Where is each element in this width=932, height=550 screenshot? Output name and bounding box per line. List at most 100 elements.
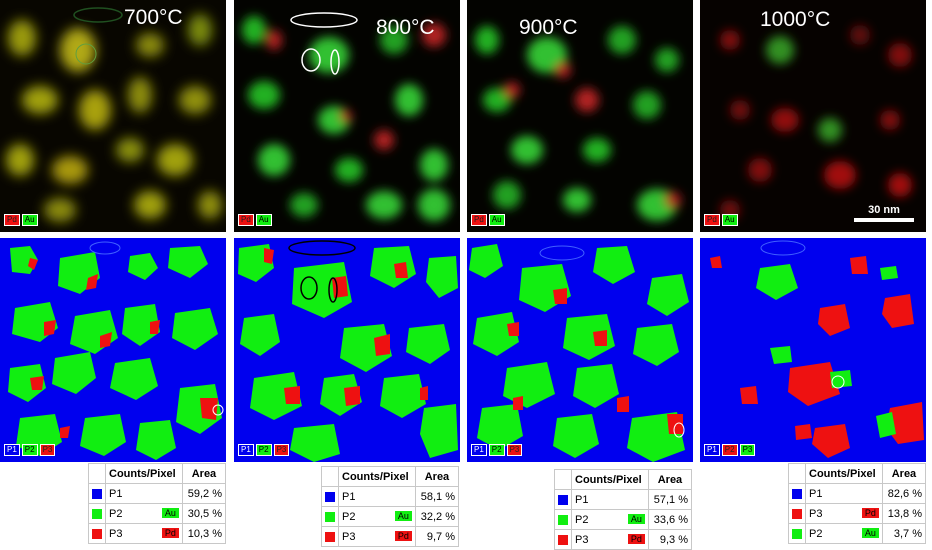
- table-row: P3 Pd 13,8 %: [788, 503, 927, 524]
- area-value: 33,6 %: [647, 509, 693, 530]
- scale-bar-label: 30 nm: [868, 204, 900, 216]
- swatch: [558, 514, 568, 525]
- phase-map-1000: P1 P2 P3: [700, 238, 926, 462]
- phase-label: P1: [109, 487, 123, 500]
- phase-legend: P1 P2 P3: [704, 444, 756, 456]
- map-1000-image: [720, 25, 912, 220]
- table-row: P1 57,1 %: [554, 489, 693, 510]
- table-row: P1 59,2 %: [88, 483, 227, 504]
- phase-label: P3: [342, 530, 356, 543]
- swatch: [325, 491, 335, 502]
- channel-legend: Pd Au: [4, 214, 38, 226]
- table-row: P1 82,6 %: [788, 483, 927, 504]
- phase-map-800: P1 P2 P3: [234, 238, 460, 462]
- header-area: Area: [881, 463, 927, 484]
- map-700: 700°C Pd Au: [0, 0, 226, 232]
- table-row: P2 Au 32,2 %: [321, 506, 460, 527]
- phase-label: P3: [109, 527, 123, 540]
- scale-bar: 30 nm: [854, 204, 914, 222]
- phase-label: P2: [109, 507, 123, 520]
- channel-legend: Pd Au: [471, 214, 505, 226]
- area-value: 9,7 %: [414, 526, 460, 547]
- phase-map-900-image: [469, 244, 689, 462]
- area-value: 59,2 %: [181, 483, 227, 504]
- table-row: P1 58,1 %: [321, 486, 460, 507]
- legend-p3: P3: [739, 444, 756, 456]
- temperature-label: 700°C: [124, 6, 183, 29]
- legend-au: Au: [721, 214, 738, 226]
- legend-p1: P1: [471, 444, 487, 456]
- legend-pd: Pd: [4, 214, 20, 226]
- map-1000: 1000°C Pd Au 30 nm: [700, 0, 926, 232]
- phase-map-700: P1 P2 P3: [0, 238, 226, 462]
- phase-label: P2: [809, 527, 823, 540]
- legend-pd: Pd: [471, 214, 487, 226]
- swatch: [558, 534, 568, 545]
- element-badge: Pd: [161, 527, 179, 538]
- header-area: Area: [414, 466, 460, 487]
- channel-legend: Pd Au: [704, 214, 738, 226]
- legend-p2: P2: [488, 444, 505, 456]
- phase-label: P3: [575, 533, 589, 546]
- phase-table-700: Counts/Pixel Area P1 59,2 % P2 Au 30,5 % P…: [88, 463, 227, 544]
- swatch: [792, 508, 802, 519]
- area-value: 13,8 %: [881, 503, 927, 524]
- element-badge: Au: [394, 510, 412, 521]
- map-900: 900°C Pd Au: [467, 0, 693, 232]
- header-area: Area: [647, 469, 693, 490]
- phase-label: P2: [575, 513, 589, 526]
- phase-map-1000-image: [710, 240, 924, 458]
- legend-p3: P3: [39, 444, 56, 456]
- area-value: 32,2 %: [414, 506, 460, 527]
- map-700-image: [6, 7, 222, 222]
- phase-map-700-image: [8, 241, 224, 460]
- header-counts: Counts/Pixel: [105, 463, 183, 484]
- legend-au: Au: [21, 214, 38, 226]
- temperature-label: 900°C: [519, 16, 578, 39]
- area-value: 10,3 %: [181, 523, 227, 544]
- table-row: P3 Pd 9,3 %: [554, 529, 693, 550]
- channel-legend: Pd Au: [238, 214, 272, 226]
- table-row: P2 Au 3,7 %: [788, 523, 927, 544]
- phase-label: P1: [342, 490, 356, 503]
- area-value: 58,1 %: [414, 486, 460, 507]
- area-value: 30,5 %: [181, 503, 227, 524]
- area-value: 9,3 %: [647, 529, 693, 550]
- phase-legend: P1 P2 P3: [4, 444, 56, 456]
- table-row: P2 Au 30,5 %: [88, 503, 227, 524]
- temperature-label: 1000°C: [760, 8, 831, 31]
- element-badge: Pd: [394, 530, 412, 541]
- swatch: [92, 488, 102, 499]
- element-badge: Pd: [627, 533, 645, 544]
- map-900-image: [475, 26, 681, 221]
- area-value: 3,7 %: [881, 523, 927, 544]
- scale-bar-line: [854, 218, 914, 222]
- table-row: P3 Pd 10,3 %: [88, 523, 227, 544]
- legend-pd: Pd: [238, 214, 254, 226]
- swatch: [558, 494, 568, 505]
- phase-label: P2: [342, 510, 356, 523]
- legend-au: Au: [488, 214, 505, 226]
- phase-legend: P1 P2 P3: [471, 444, 523, 456]
- header-counts: Counts/Pixel: [805, 463, 883, 484]
- area-value: 57,1 %: [647, 489, 693, 510]
- area-value: 82,6 %: [881, 483, 927, 504]
- phase-table-800: Counts/Pixel Area P1 58,1 % P2 Au 32,2 % P…: [321, 466, 460, 547]
- legend-p1: P1: [4, 444, 20, 456]
- legend-au: Au: [255, 214, 272, 226]
- element-badge: Pd: [861, 507, 879, 518]
- legend-p1: P1: [704, 444, 720, 456]
- legend-p1: P1: [238, 444, 254, 456]
- legend-p2: P2: [21, 444, 38, 456]
- swatch: [325, 511, 335, 522]
- header-area: Area: [181, 463, 227, 484]
- phase-map-800-image: [238, 240, 458, 462]
- swatch: [792, 488, 802, 499]
- legend-p3: P3: [506, 444, 523, 456]
- phase-label: P1: [809, 487, 823, 500]
- swatch: [92, 508, 102, 519]
- phase-label: P1: [575, 493, 589, 506]
- element-badge: Au: [861, 527, 879, 538]
- map-800: 800°C Pd Au: [234, 0, 460, 232]
- legend-p2: P2: [721, 444, 738, 456]
